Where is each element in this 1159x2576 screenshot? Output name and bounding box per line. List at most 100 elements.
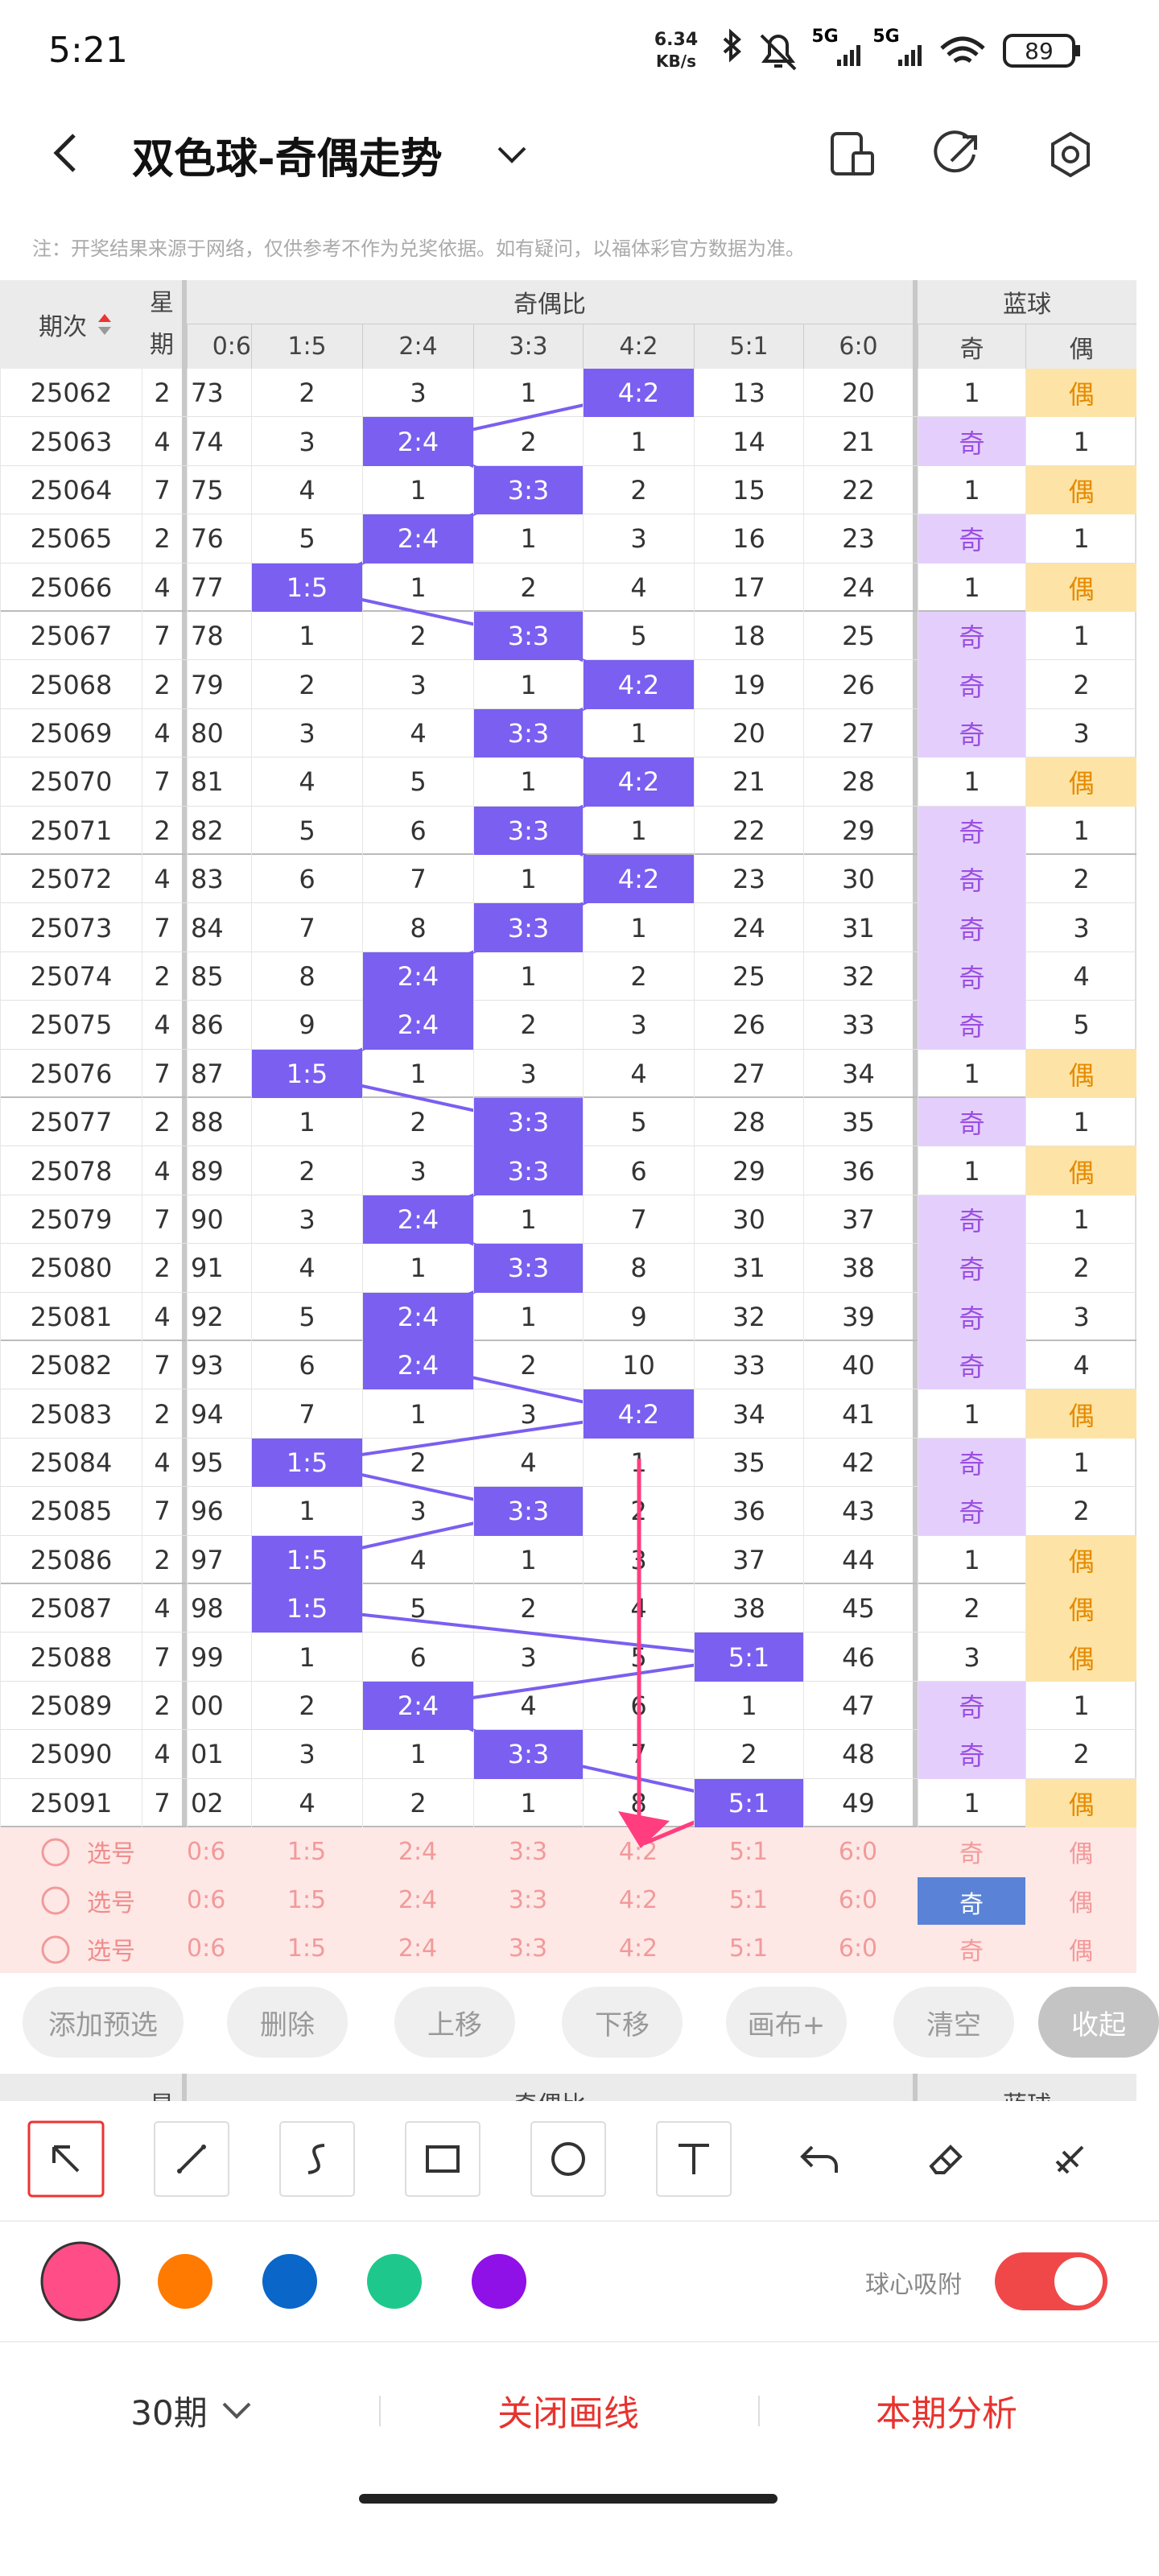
table-cell: 3 [1025,708,1136,758]
pick-option[interactable]: 6:0 [838,1886,878,1915]
pick-option[interactable]: 3:3 [508,1837,548,1866]
period-cell: 25074 [0,952,142,1001]
draw-tool[interactable] [530,2120,607,2198]
analysis-button[interactable]: 本期分析 [876,2393,1017,2434]
table-cell: 奇 [918,1292,1025,1341]
table-cell: 6 [251,1341,362,1390]
table-cell: 5 [1025,1001,1136,1050]
pick-option[interactable]: 偶 [1069,1889,1093,1918]
table-cell: 8 [583,1778,694,1827]
table-cell: 1 [473,758,583,807]
color-swatch[interactable] [40,2241,121,2322]
period-cell: 25084 [0,1438,142,1488]
pick-option[interactable]: 奇 [918,1877,1025,1926]
draw-tool[interactable] [404,2120,481,2198]
pick-option[interactable]: 3:3 [508,1886,548,1915]
action-button[interactable]: 下移 [562,1987,683,2058]
draw-tool[interactable] [655,2120,732,2198]
table-cell: 2 [142,1098,182,1147]
color-swatch[interactable] [365,2252,423,2310]
table-cell: 33 [803,1001,913,1050]
action-button[interactable]: 收起 [1038,1987,1159,2058]
pick-option[interactable]: 2:4 [398,1934,438,1963]
action-button[interactable]: 清空 [893,1987,1014,2058]
table-cell: 43 [803,1487,913,1536]
header-cell: 4:2 [583,324,694,369]
header-icon[interactable] [1046,130,1095,179]
snap-toggle[interactable] [993,2251,1109,2312]
action-button[interactable]: 删除 [227,1987,348,2058]
back-button[interactable] [45,129,85,177]
pick-option[interactable]: 2:4 [398,1837,438,1866]
table-cell: 3:3 [473,1730,583,1779]
draw-tool[interactable] [27,2120,105,2198]
pick-option[interactable]: 4:2 [618,1837,658,1866]
close-lines-button[interactable]: 关闭画线 [497,2393,639,2434]
period-cell: 25068 [0,660,142,709]
pick-option[interactable]: 6:0 [838,1934,878,1963]
draw-tool[interactable] [278,2120,356,2198]
table-cell: 36 [803,1146,913,1195]
pick-option[interactable]: 偶 [1069,1840,1093,1869]
status-time: 5:21 [48,29,128,71]
pick-option[interactable]: 6:0 [838,1837,878,1866]
table-cell: 1 [583,708,694,758]
title-dropdown[interactable] [494,140,530,169]
table-cell: 偶 [1025,1146,1136,1195]
table-cell: 偶 [1025,369,1136,418]
pick-option[interactable]: 0:6 [187,1837,226,1866]
pick-option[interactable]: 1:5 [287,1886,327,1915]
color-swatch[interactable] [261,2252,319,2310]
title-dropdown-icon [497,147,526,163]
color-swatch[interactable] [470,2252,528,2310]
pick-option[interactable]: 5:1 [728,1837,769,1866]
table-cell: 2:4 [362,1195,473,1245]
pick-option[interactable]: 偶 [1069,1937,1093,1966]
status-icons [708,24,998,80]
draw-tool[interactable] [906,2120,984,2198]
pick-option[interactable]: 0:6 [187,1934,226,1963]
table-cell: 1 [1025,1098,1136,1147]
color-swatch[interactable] [156,2252,214,2310]
table-cell: 3 [251,1195,362,1245]
pick-option[interactable]: 4:2 [618,1886,658,1915]
table-cell: 4 [142,417,182,466]
draw-tool[interactable] [1032,2120,1109,2198]
pick-option[interactable]: 奇 [959,1937,984,1966]
action-button[interactable]: 上移 [394,1987,515,2058]
pick-option[interactable]: 3:3 [508,1934,548,1963]
table-cell: 2 [142,952,182,1001]
table-cell: 3 [583,1535,694,1584]
draw-tool[interactable] [153,2120,230,2198]
pick-option[interactable]: 5:1 [728,1934,769,1963]
table-cell: 1 [362,1049,473,1098]
action-button[interactable]: 添加预选 [23,1987,184,2058]
table-cell: 2:4 [362,514,473,564]
table-cell: 3 [362,1146,473,1195]
table-cell: 1 [362,465,473,515]
pick-option[interactable]: 4:2 [618,1934,658,1963]
pick-option[interactable]: 1:5 [287,1837,327,1866]
period-cell: 25087 [0,1584,142,1633]
draw-tool[interactable] [781,2120,858,2198]
home-indicator [359,2494,777,2504]
pick-option[interactable]: 5:1 [728,1886,769,1915]
color-swatch-icon [262,2254,317,2309]
action-button[interactable]: 画布+ [726,1987,847,2058]
header-icon[interactable] [829,132,877,177]
table-cell: 2:4 [362,1681,473,1731]
bar-divider [758,2396,760,2426]
pick-option[interactable]: 2:4 [398,1886,438,1915]
pick-option[interactable]: 奇 [959,1840,984,1869]
table-cell: 4:2 [583,369,694,418]
period-select[interactable]: 30期 [130,2392,208,2433]
table-cell: 3 [1025,1292,1136,1341]
table-cell: 3 [583,1001,694,1050]
table-cell: 奇 [918,903,1025,952]
period-cell: 25085 [0,1487,142,1536]
table-cell: 4 [1025,952,1136,1001]
table-cell: 1 [473,369,583,418]
pick-option[interactable]: 0:6 [187,1886,226,1915]
pick-option[interactable]: 1:5 [287,1934,327,1963]
header-icon[interactable] [934,130,982,179]
